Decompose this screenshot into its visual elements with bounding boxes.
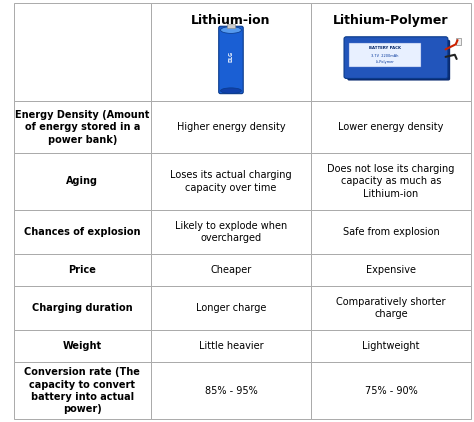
Bar — [14, 210, 151, 254]
Bar — [14, 362, 151, 419]
Bar — [311, 254, 471, 286]
Text: Lightweight: Lightweight — [362, 341, 420, 352]
Text: Weight: Weight — [63, 341, 102, 352]
Bar — [311, 362, 471, 419]
Ellipse shape — [220, 27, 241, 33]
Text: Chances of explosion: Chances of explosion — [24, 227, 141, 237]
Bar — [151, 3, 311, 101]
Bar — [151, 362, 311, 419]
Bar — [14, 101, 151, 153]
Bar — [311, 330, 471, 362]
Bar — [14, 330, 151, 362]
Bar — [151, 286, 311, 330]
Text: 75% - 90%: 75% - 90% — [365, 386, 418, 396]
Bar — [456, 38, 461, 45]
Text: Likely to explode when
overcharged: Likely to explode when overcharged — [175, 221, 287, 243]
Bar — [151, 153, 311, 210]
Text: Cheaper: Cheaper — [210, 265, 252, 275]
Bar — [14, 153, 151, 210]
Text: Little heavier: Little heavier — [199, 341, 263, 352]
Ellipse shape — [220, 88, 241, 94]
Text: 85% - 95%: 85% - 95% — [205, 386, 257, 396]
Text: BATTERY PACK: BATTERY PACK — [369, 46, 401, 50]
Bar — [311, 101, 471, 153]
Bar — [311, 3, 471, 101]
Text: Loses its actual charging
capacity over time: Loses its actual charging capacity over … — [170, 170, 292, 192]
Text: Higher energy density: Higher energy density — [177, 122, 285, 132]
Bar — [151, 101, 311, 153]
Text: 3.7V  2200mAh: 3.7V 2200mAh — [371, 54, 399, 58]
FancyBboxPatch shape — [347, 40, 450, 81]
Text: Safe from explosion: Safe from explosion — [343, 227, 439, 237]
Text: Does not lose its charging
capacity as much as
Lithium-ion: Does not lose its charging capacity as m… — [328, 164, 455, 199]
Bar — [311, 286, 471, 330]
Text: Comparatively shorter
charge: Comparatively shorter charge — [336, 297, 446, 319]
Text: Lithium-ion: Lithium-ion — [191, 14, 271, 27]
Bar — [228, 24, 235, 28]
Text: Charging duration: Charging duration — [32, 303, 133, 313]
Bar — [14, 3, 151, 101]
Bar — [151, 254, 311, 286]
Bar — [151, 210, 311, 254]
Bar — [14, 254, 151, 286]
Text: Conversion rate (The
capacity to convert
battery into actual
power): Conversion rate (The capacity to convert… — [25, 367, 140, 414]
Bar — [14, 286, 151, 330]
Bar — [151, 330, 311, 362]
Text: Li-Polymer: Li-Polymer — [375, 60, 394, 64]
Text: Energy Density (Amount
of energy stored in a
power bank): Energy Density (Amount of energy stored … — [15, 110, 150, 145]
Text: Lithium-Polymer: Lithium-Polymer — [333, 14, 449, 27]
Text: DLG: DLG — [228, 51, 234, 62]
Text: Longer charge: Longer charge — [196, 303, 266, 313]
Text: Aging: Aging — [66, 176, 99, 187]
Bar — [349, 43, 420, 67]
FancyBboxPatch shape — [344, 37, 448, 78]
Bar — [311, 210, 471, 254]
Text: Expensive: Expensive — [366, 265, 416, 275]
Text: Price: Price — [68, 265, 96, 275]
Text: Lower energy density: Lower energy density — [338, 122, 444, 132]
FancyBboxPatch shape — [219, 26, 243, 94]
Bar — [311, 153, 471, 210]
